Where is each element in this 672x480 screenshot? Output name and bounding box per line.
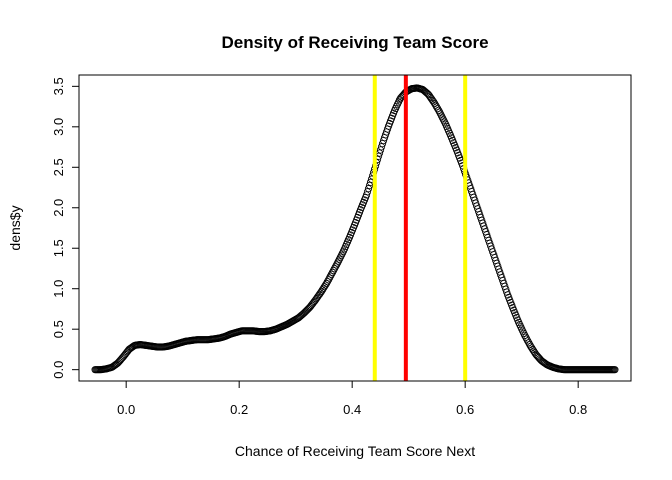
- density-point: [332, 261, 341, 269]
- density-point: [325, 274, 334, 282]
- density-point: [330, 265, 339, 273]
- density-point: [322, 279, 331, 288]
- density-point: [523, 335, 531, 343]
- density-point: [435, 106, 443, 114]
- density-point: [363, 188, 372, 196]
- density-point: [328, 268, 337, 276]
- density-point: [365, 181, 374, 190]
- density-point: [362, 191, 371, 199]
- density-point: [521, 331, 529, 339]
- density-point: [333, 259, 342, 267]
- y-axis-label: dens$y: [7, 205, 23, 250]
- density-point: [524, 337, 532, 345]
- chart-title: Density of Receiving Team Score: [221, 33, 488, 52]
- density-point: [611, 366, 619, 374]
- y-tick-label: 1.0: [51, 280, 66, 298]
- reference-lines: [372, 75, 468, 381]
- density-point: [434, 104, 442, 113]
- x-tick-label: 0.4: [343, 402, 361, 417]
- density-point: [323, 278, 332, 286]
- y-tick-label: 3.0: [51, 118, 66, 136]
- x-tick-label: 0.6: [456, 402, 474, 417]
- y-tick-label: 3.5: [51, 77, 66, 95]
- density-point: [331, 263, 340, 271]
- density-point: [376, 146, 385, 154]
- x-axis-label: Chance of Receiving Team Score Next: [235, 443, 475, 459]
- density-point: [364, 185, 373, 193]
- y-tick-label: 2.5: [51, 158, 66, 176]
- density-point: [329, 266, 338, 275]
- density-points: [91, 84, 619, 374]
- density-point: [326, 272, 335, 280]
- y-tick-label: 2.0: [51, 199, 66, 217]
- y-axis: 0.0 0.5 1.0 1.5 2.0 2.5 3.0 3.5: [51, 77, 80, 379]
- x-tick-label: 0.2: [230, 402, 248, 417]
- density-point: [324, 276, 333, 284]
- y-tick-label: 1.5: [51, 239, 66, 257]
- x-tick-label: 0.0: [117, 402, 135, 417]
- x-axis: 0.0 0.2 0.4 0.6 0.8: [117, 380, 587, 417]
- y-tick-label: 0.0: [51, 361, 66, 379]
- x-tick-label: 0.8: [569, 402, 587, 417]
- density-point: [436, 108, 444, 116]
- y-tick-label: 0.5: [51, 320, 66, 338]
- density-point: [377, 143, 386, 151]
- density-point: [522, 333, 530, 341]
- density-point: [327, 270, 336, 278]
